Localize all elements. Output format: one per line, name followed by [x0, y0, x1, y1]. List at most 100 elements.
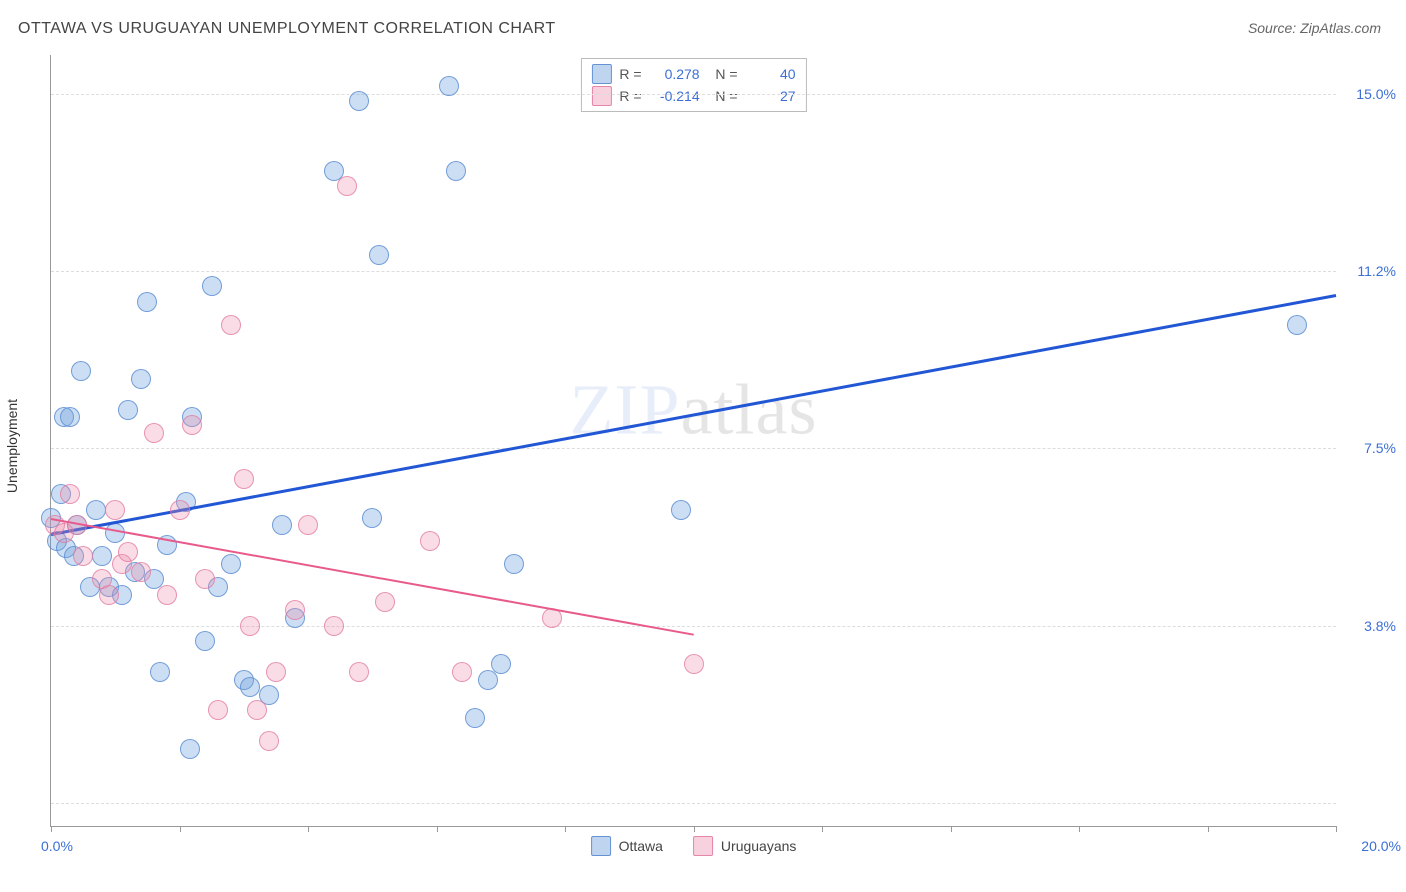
legend-item: Uruguayans	[693, 836, 797, 856]
gridline	[51, 94, 1336, 95]
uruguayan-point	[259, 731, 279, 751]
uruguayan-point	[195, 569, 215, 589]
uruguayan-point	[157, 585, 177, 605]
uruguayan-point	[182, 415, 202, 435]
x-tick	[822, 826, 823, 832]
watermark-zip: ZIP	[570, 369, 681, 449]
ottawa-point	[92, 546, 112, 566]
x-axis-max-label: 20.0%	[1361, 838, 1401, 854]
ottawa-point	[71, 361, 91, 381]
x-tick	[51, 826, 52, 832]
uruguayan-point	[240, 616, 260, 636]
uruguayan-point	[170, 500, 190, 520]
ottawa-point	[1287, 315, 1307, 335]
ottawa-point	[671, 500, 691, 520]
ottawa-point	[118, 400, 138, 420]
uruguayan-point	[420, 531, 440, 551]
ottawa-point	[439, 76, 459, 96]
watermark-atlas: atlas	[681, 369, 818, 449]
legend-swatch-icon	[693, 836, 713, 856]
r-label: R =	[619, 63, 641, 85]
ottawa-point	[195, 631, 215, 651]
gridline	[51, 271, 1336, 272]
ottawa-point	[465, 708, 485, 728]
uruguayan-point	[324, 616, 344, 636]
ottawa-point	[491, 654, 511, 674]
y-tick-label: 15.0%	[1341, 86, 1396, 102]
ottawa-point	[86, 500, 106, 520]
x-tick	[308, 826, 309, 832]
n-value: 27	[746, 85, 796, 107]
stats-row: R = 0.278 N = 40	[591, 63, 795, 85]
ottawa-point	[362, 508, 382, 528]
uruguayan-point	[684, 654, 704, 674]
n-value: 40	[746, 63, 796, 85]
legend-swatch-icon	[591, 86, 611, 106]
uruguayan-point	[285, 600, 305, 620]
y-tick-label: 11.2%	[1341, 263, 1396, 279]
legend-swatch-icon	[591, 836, 611, 856]
uruguayan-point	[144, 423, 164, 443]
uruguayan-point	[105, 500, 125, 520]
uruguayan-point	[221, 315, 241, 335]
ottawa-point	[60, 407, 80, 427]
uruguayan-point	[247, 700, 267, 720]
ottawa-point	[272, 515, 292, 535]
legend-swatch-icon	[591, 64, 611, 84]
y-tick-label: 3.8%	[1341, 618, 1396, 634]
ottawa-point	[202, 276, 222, 296]
trend-line	[51, 294, 1336, 535]
gridline	[51, 803, 1336, 804]
x-tick	[1336, 826, 1337, 832]
ottawa-point	[150, 662, 170, 682]
uruguayan-point	[208, 700, 228, 720]
uruguayan-point	[60, 484, 80, 504]
r-value: -0.214	[650, 85, 700, 107]
x-tick	[180, 826, 181, 832]
ottawa-point	[221, 554, 241, 574]
chart-title: OTTAWA VS URUGUAYAN UNEMPLOYMENT CORRELA…	[18, 20, 556, 38]
uruguayan-point	[99, 585, 119, 605]
uruguayan-point	[375, 592, 395, 612]
y-tick-label: 7.5%	[1341, 440, 1396, 456]
x-tick	[694, 826, 695, 832]
y-axis-label: Unemployment	[4, 399, 20, 493]
uruguayan-point	[118, 542, 138, 562]
r-label: R =	[619, 85, 641, 107]
ottawa-point	[504, 554, 524, 574]
ottawa-point	[131, 369, 151, 389]
ottawa-point	[369, 245, 389, 265]
ottawa-point	[137, 292, 157, 312]
x-tick	[565, 826, 566, 832]
x-axis-min-label: 0.0%	[41, 838, 73, 854]
x-tick	[1208, 826, 1209, 832]
n-label: N =	[708, 63, 738, 85]
uruguayan-point	[73, 546, 93, 566]
uruguayan-point	[337, 176, 357, 196]
source-attribution: Source: ZipAtlas.com	[1248, 20, 1381, 36]
scatter-chart: ZIPatlas R = 0.278 N = 40R = -0.214 N = 27 0…	[50, 55, 1336, 827]
ottawa-point	[240, 677, 260, 697]
series-legend: Ottawa Uruguayans	[591, 836, 797, 856]
x-tick	[951, 826, 952, 832]
uruguayan-point	[131, 562, 151, 582]
uruguayan-point	[234, 469, 254, 489]
legend-label: Ottawa	[619, 838, 663, 854]
legend-label: Uruguayans	[721, 838, 797, 854]
n-label: N =	[708, 85, 738, 107]
uruguayan-point	[349, 662, 369, 682]
uruguayan-point	[266, 662, 286, 682]
r-value: 0.278	[650, 63, 700, 85]
x-tick	[437, 826, 438, 832]
watermark: ZIPatlas	[570, 368, 818, 451]
uruguayan-point	[452, 662, 472, 682]
gridline	[51, 448, 1336, 449]
correlation-stats-legend: R = 0.278 N = 40 R = -0.214 N = 27	[580, 58, 806, 112]
x-tick	[1079, 826, 1080, 832]
ottawa-point	[349, 91, 369, 111]
uruguayan-point	[298, 515, 318, 535]
ottawa-point	[180, 739, 200, 759]
ottawa-point	[446, 161, 466, 181]
stats-row: R = -0.214 N = 27	[591, 85, 795, 107]
legend-item: Ottawa	[591, 836, 663, 856]
